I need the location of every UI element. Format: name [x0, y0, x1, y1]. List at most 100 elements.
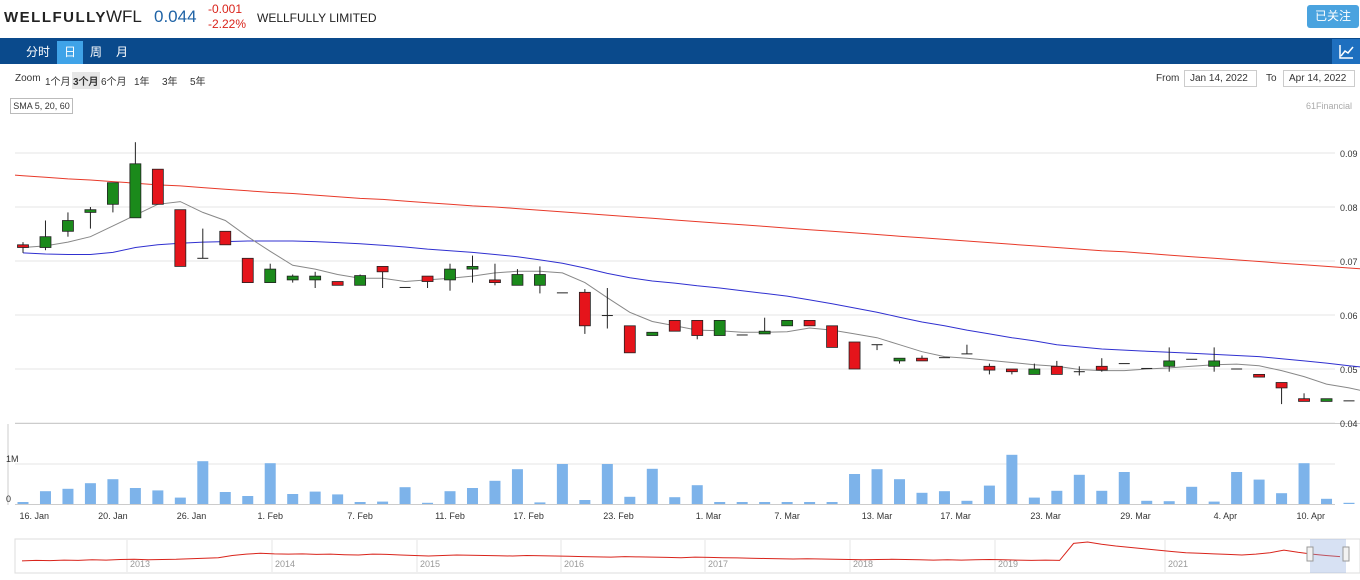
candle [1073, 366, 1085, 376]
volume-bar [1208, 501, 1220, 504]
candle-body [1298, 398, 1310, 402]
chart-type-button[interactable] [1332, 39, 1360, 64]
candle [781, 319, 794, 327]
candle-body [646, 331, 659, 336]
tab-monthly[interactable]: 月 [115, 45, 128, 59]
zoom-3m-button[interactable]: 3个月 [72, 72, 100, 89]
date-tick-label: 23. Mar [1030, 511, 1061, 521]
date-tick-label: 1. Mar [696, 511, 722, 521]
zoom-3y-button[interactable]: 3年 [162, 77, 178, 88]
candle-body [1005, 368, 1018, 373]
date-tick-label: 7. Feb [347, 511, 373, 521]
navigator-year-label: 2019 [998, 559, 1018, 569]
candle-body [893, 357, 906, 362]
indicator-legend[interactable]: SMA 5, 20, 60 [10, 98, 73, 114]
candle [264, 263, 277, 284]
price-tick-label: 0.09 [1340, 149, 1358, 159]
volume-bar [511, 469, 523, 504]
quote-header: WELLFULLY WFL 0.044 -0.001 -2.22% WELLFU… [0, 0, 1360, 36]
date-tick-label: 7. Mar [774, 511, 800, 521]
candle [17, 242, 29, 253]
period-tabs-bar: 分时 日 周 月 [0, 38, 1360, 64]
sma5-polyline [22, 201, 1360, 391]
candle [916, 355, 928, 362]
sma5-line [22, 201, 1360, 391]
volume-bar [242, 496, 254, 504]
candle-body [1028, 368, 1041, 375]
volume-bar [62, 488, 74, 504]
candle [1208, 347, 1221, 372]
price-change-abs: -0.001 [208, 2, 243, 16]
tab-daily[interactable]: 日 [57, 41, 83, 64]
candle-body [241, 257, 254, 283]
candle-body [376, 265, 389, 273]
date-tick-label: 17. Mar [940, 511, 971, 521]
navigator-series [21, 541, 1341, 562]
candle [961, 344, 973, 355]
volume-bar [1343, 502, 1355, 504]
candle-body [1275, 382, 1288, 389]
volume-tick-label: 1M [6, 454, 19, 464]
candle [713, 319, 726, 336]
zoom-6m-button[interactable]: 6个月 [101, 77, 127, 88]
price-change: -0.001 -2.22% [208, 2, 246, 32]
candle [1163, 347, 1176, 372]
volume-bar [422, 502, 434, 504]
navigator-year-label: 2014 [275, 559, 295, 569]
volume-bar [287, 494, 299, 504]
volume-bar [399, 487, 411, 504]
volume-bar [871, 469, 883, 504]
brand-logo: WELLFULLY [4, 9, 107, 26]
candle-body [331, 281, 344, 286]
volume-bar [444, 491, 456, 504]
volume-bar [264, 463, 276, 504]
follow-button[interactable]: 已关注 [1307, 5, 1359, 28]
date-tick-label: 10. Apr [1297, 511, 1326, 521]
zoom-5y-button[interactable]: 5年 [190, 77, 206, 88]
volume-bar [961, 500, 973, 504]
candle-body [758, 330, 771, 335]
volume-bar [579, 500, 591, 504]
volume-bar [601, 464, 613, 504]
tab-weekly[interactable]: 周 [89, 45, 102, 59]
zoom-1m-button[interactable]: 1个月 [45, 77, 71, 88]
volume-bar [17, 502, 29, 504]
volume-bar [1051, 490, 1063, 504]
date-tick-label: 29. Mar [1120, 511, 1151, 521]
navigator-year-label: 2017 [708, 559, 728, 569]
price-tick-label: 0.07 [1340, 257, 1358, 267]
candle-body [511, 274, 524, 286]
navigator-selection [1310, 539, 1346, 573]
candle-body [691, 319, 704, 336]
candle [106, 182, 119, 213]
volume-tick-label: 0 [6, 494, 11, 504]
candle [1320, 398, 1333, 402]
navigator[interactable]: 2013 2014 2015 2016 2017 2018 2019 2021 [14, 538, 1360, 574]
volume-bar [84, 483, 96, 504]
candle-body [219, 230, 232, 246]
candle [511, 269, 524, 286]
candle [331, 281, 344, 286]
candle-body [264, 268, 277, 284]
volume-bar [556, 464, 568, 504]
price-axis: 0.09 0.08 0.07 0.06 0.05 0.04 [1340, 149, 1358, 429]
tab-intraday[interactable]: 分时 [25, 45, 50, 59]
candle [1028, 363, 1041, 375]
candle-body [84, 209, 97, 213]
volume-bar [1186, 486, 1198, 504]
from-date-input[interactable]: Jan 14, 2022 [1184, 70, 1257, 87]
date-tick-label: 26. Jan [177, 511, 207, 521]
volume-bar [1321, 498, 1333, 504]
to-date-input[interactable]: Apr 14, 2022 [1283, 70, 1355, 87]
navigator-right-handle [1342, 546, 1350, 562]
navigator-frame [14, 538, 1360, 574]
zoom-label: Zoom [15, 73, 41, 84]
volume-bar [1298, 463, 1310, 504]
volume-bar [466, 488, 478, 504]
sma20-line [22, 240, 1360, 368]
volume-bar [489, 480, 501, 504]
volume-bar [781, 502, 793, 504]
candle-body [916, 357, 928, 362]
zoom-1y-button[interactable]: 1年 [134, 77, 150, 88]
volume-bar [309, 491, 321, 504]
